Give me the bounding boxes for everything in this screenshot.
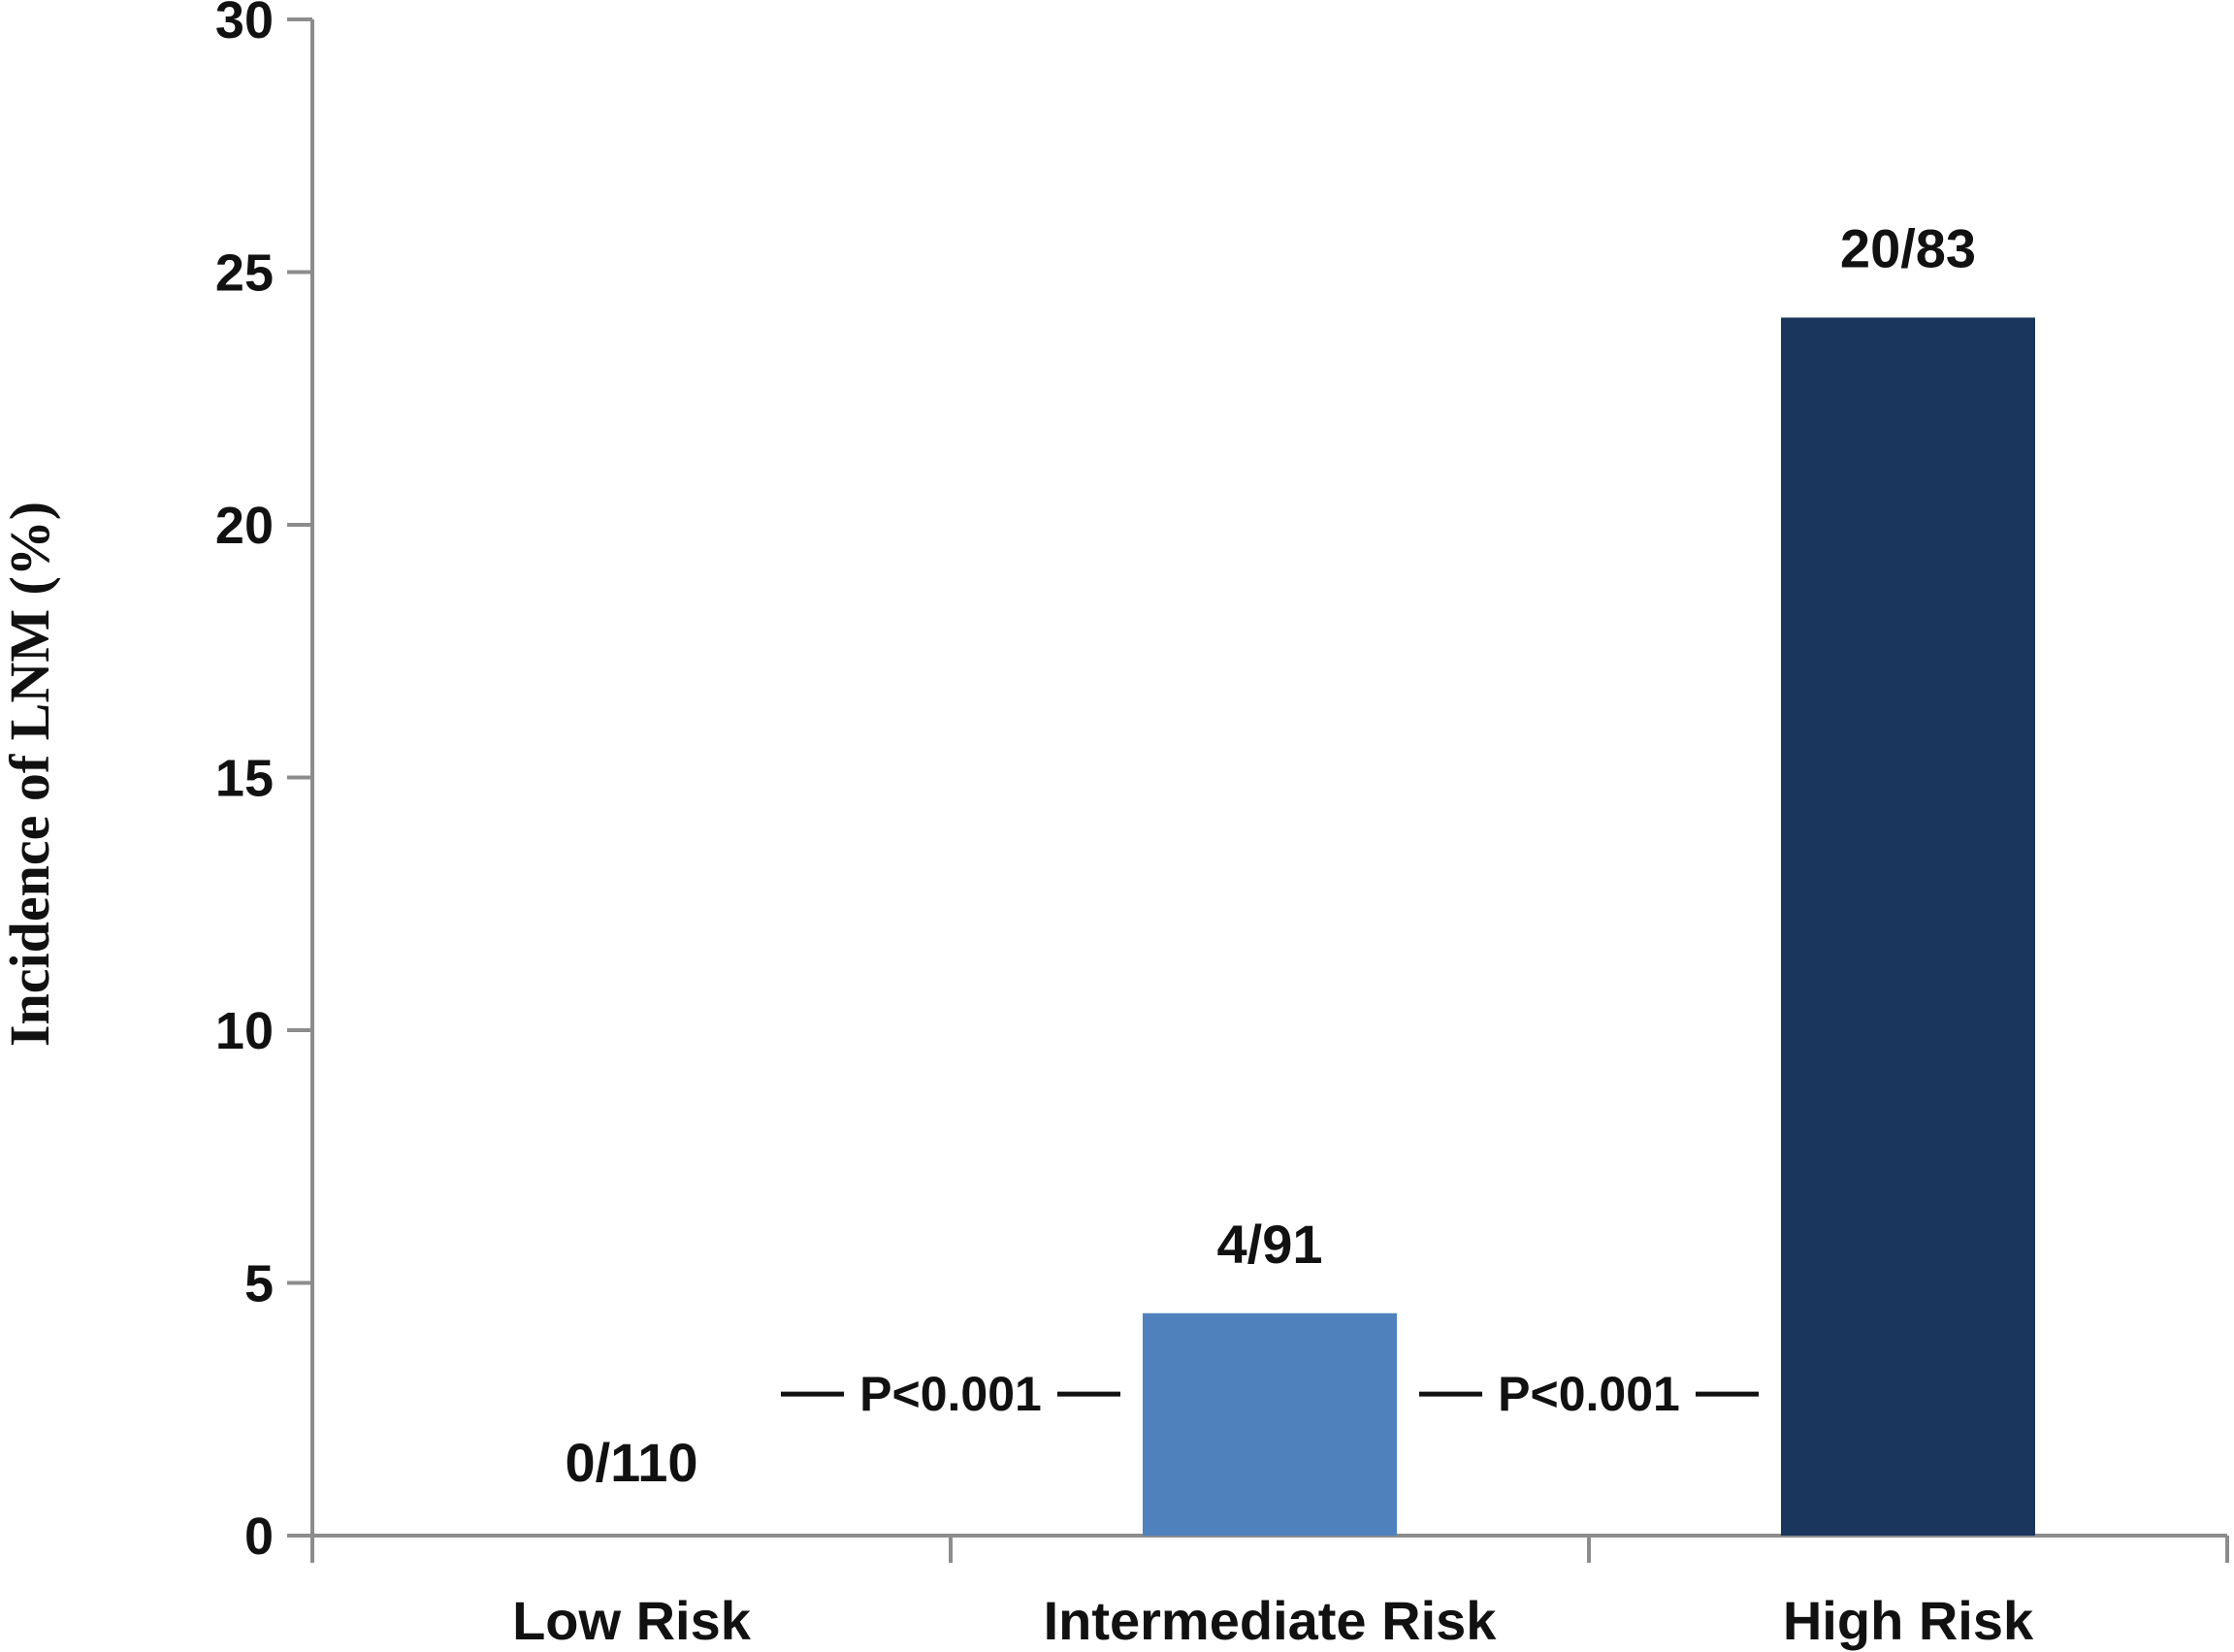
y-tick-label: 0	[244, 1507, 274, 1566]
data-label: 0/110	[565, 1432, 697, 1493]
x-tick-label: High Risk	[1783, 1590, 2034, 1651]
p-value-label: P<0.001	[859, 1367, 1042, 1421]
y-tick-label: 30	[215, 0, 274, 49]
annotations: P<0.001 P<0.001	[781, 1367, 1759, 1421]
y-axis: 0 5 10 15 20 25 30	[215, 0, 314, 1566]
x-tick-label: Intermediate Risk	[1044, 1590, 1498, 1651]
data-label: 4/91	[1217, 1214, 1323, 1275]
y-tick-label: 10	[215, 1002, 274, 1060]
x-axis: Low Risk Intermediate Risk High Risk	[287, 1534, 2229, 1651]
y-tick-label: 20	[215, 497, 274, 555]
y-axis-title: Incidence of LNM (%)	[0, 502, 61, 1047]
bar	[1143, 1312, 1397, 1536]
y-tick-label: 5	[244, 1255, 274, 1313]
data-label: 20/83	[1840, 217, 1976, 278]
bars: 0/110 4/91 20/83	[565, 217, 2035, 1536]
p-value-label: P<0.001	[1498, 1367, 1680, 1421]
y-tick-label: 15	[215, 750, 274, 808]
x-tick-label: Low Risk	[512, 1590, 752, 1651]
y-tick-label: 25	[215, 244, 274, 303]
bar	[1781, 317, 2035, 1536]
